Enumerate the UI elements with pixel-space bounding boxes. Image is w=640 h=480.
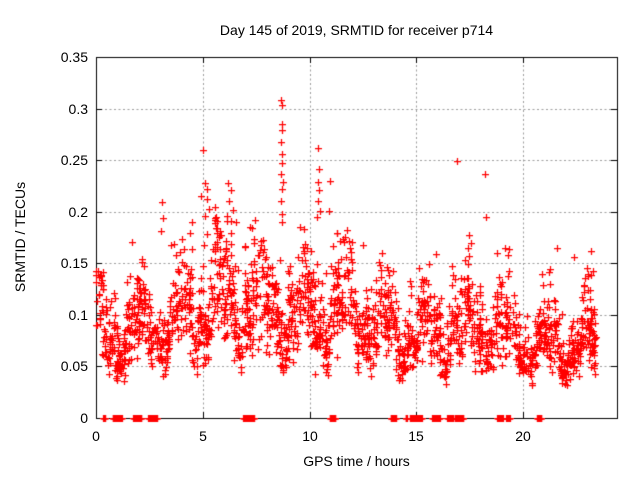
x-axis-label: GPS time / hours bbox=[303, 453, 410, 469]
x-tick-label: 0 bbox=[92, 428, 100, 444]
x-tick-label: 15 bbox=[408, 428, 424, 444]
y-tick-label: 0.2 bbox=[68, 204, 88, 220]
x-tick-label: 10 bbox=[302, 428, 318, 444]
chart-title: Day 145 of 2019, SRMTID for receiver p71… bbox=[219, 22, 494, 38]
y-tick-label: 0.35 bbox=[60, 49, 88, 65]
y-tick-label: 0 bbox=[80, 410, 88, 426]
y-axis-label: SRMTID / TECUs bbox=[12, 181, 28, 293]
x-tick-label: 5 bbox=[199, 428, 207, 444]
y-tick-label: 0.15 bbox=[60, 255, 88, 271]
x-tick-label: 20 bbox=[515, 428, 531, 444]
y-tick-label: 0.25 bbox=[60, 152, 88, 168]
y-tick-label: 0.3 bbox=[68, 101, 88, 117]
y-tick-label: 0.1 bbox=[68, 307, 88, 323]
y-tick-label: 0.05 bbox=[60, 358, 88, 374]
